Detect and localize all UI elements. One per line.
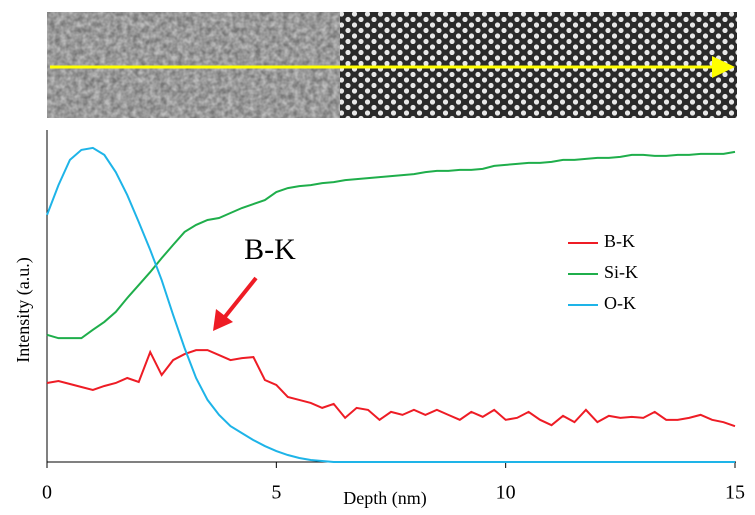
series-line bbox=[46, 146, 735, 463]
annotation-arrow bbox=[213, 276, 258, 331]
series-line bbox=[46, 349, 736, 428]
series-line bbox=[46, 150, 736, 340]
x-tick-label: 10 bbox=[496, 482, 516, 504]
legend-label: Si-K bbox=[604, 262, 638, 282]
x-axis-label: Depth (nm) bbox=[343, 488, 426, 509]
annotation: B-K bbox=[244, 233, 296, 266]
tem-image bbox=[47, 12, 737, 118]
x-tick-label: 5 bbox=[271, 482, 281, 504]
x-tick-label: 15 bbox=[725, 482, 745, 504]
y-axis-label: Intensity (a.u.) bbox=[13, 257, 34, 362]
legend-label: O-K bbox=[604, 293, 636, 313]
x-tick-label: 0 bbox=[42, 482, 52, 504]
legend-label: B-K bbox=[604, 231, 635, 251]
